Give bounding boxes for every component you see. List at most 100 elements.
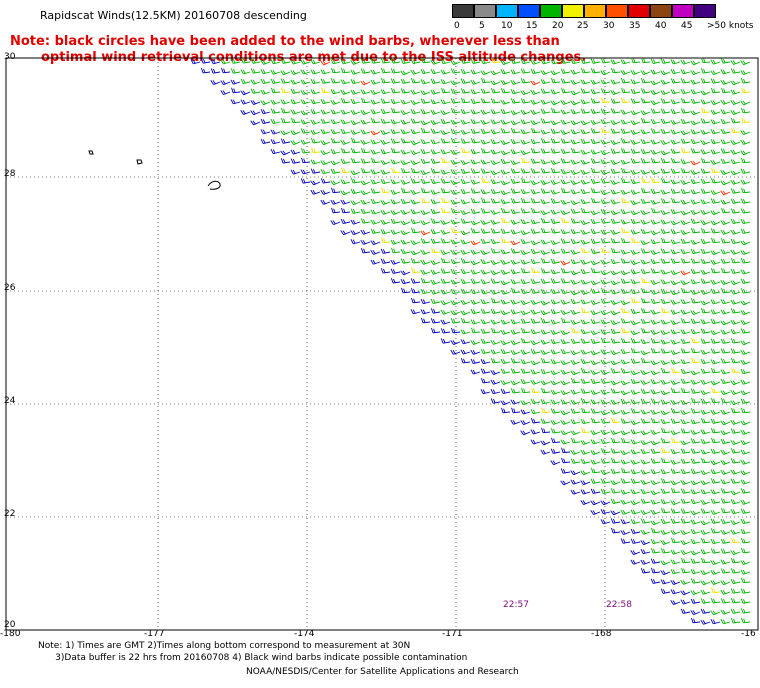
wind-barb [630, 459, 641, 465]
wind-barb [570, 270, 581, 276]
wind-barb [500, 280, 511, 286]
wind-barb [520, 139, 531, 145]
wind-barb [620, 509, 631, 515]
wind-barb [420, 120, 431, 126]
wind-barb [630, 489, 641, 495]
wind-barb [500, 388, 511, 394]
wind-barb [620, 409, 631, 415]
wind-barb [660, 98, 671, 104]
wind-barb [520, 349, 531, 355]
wind-barb [350, 69, 361, 75]
wind-barb [500, 259, 511, 265]
wind-barb [620, 148, 631, 154]
wind-barb [710, 279, 721, 285]
wind-barb [511, 407, 521, 414]
wind-barb [380, 139, 391, 145]
wind-barb [580, 79, 591, 85]
wind-barb [680, 579, 691, 585]
wind-barb [671, 537, 681, 544]
wind-barb [280, 130, 291, 136]
wind-barb [710, 288, 721, 294]
wind-barb [720, 449, 731, 455]
wind-barb [540, 138, 551, 144]
wind-barb [590, 98, 601, 104]
wind-barb [651, 567, 661, 574]
wind-barb [711, 587, 721, 594]
wind-barb [630, 518, 641, 525]
wind-barb [630, 559, 641, 565]
wind-barb [650, 139, 661, 145]
wind-barb [720, 169, 731, 175]
wind-barb [630, 528, 641, 534]
wind-barb [430, 59, 441, 65]
wind-barb [490, 388, 501, 395]
wind-barb [360, 229, 371, 235]
wind-barb [550, 408, 561, 414]
wind-barb [391, 107, 401, 114]
wind-barb [430, 308, 441, 314]
wind-barb [420, 158, 431, 164]
wind-barb [730, 588, 741, 594]
wind-barb [650, 239, 661, 245]
wind-barb [650, 480, 661, 486]
wind-barb [740, 228, 751, 234]
wind-barb [250, 100, 261, 105]
wind-barb [660, 348, 671, 354]
wind-barb [421, 57, 431, 64]
wind-barb [620, 348, 631, 355]
wind-barb [380, 209, 391, 215]
wind-barb [730, 550, 741, 556]
wind-barb [510, 178, 521, 184]
wind-barb [610, 480, 621, 486]
wind-barb [650, 69, 661, 75]
wind-barb [520, 310, 531, 316]
wind-barb [340, 59, 351, 65]
wind-barb [480, 388, 491, 395]
wind-barb [610, 159, 621, 165]
wind-barb [680, 590, 691, 596]
wind-barb [610, 388, 621, 394]
wind-barb [390, 128, 401, 135]
wind-barb [450, 80, 461, 86]
wind-barb [510, 279, 521, 285]
wind-barb [640, 169, 651, 175]
wind-barb [710, 538, 721, 545]
wind-barb [720, 320, 731, 326]
wind-barb [530, 240, 541, 246]
wind-barb [730, 308, 741, 314]
wind-barb [550, 329, 561, 335]
wind-barb [740, 179, 751, 185]
wind-barb [720, 338, 731, 344]
wind-barb [730, 289, 741, 295]
wind-barb [600, 469, 611, 475]
wind-barb [240, 109, 251, 115]
lon-label: -180 [0, 629, 21, 639]
wind-barb [510, 368, 521, 374]
wind-barb [620, 318, 631, 324]
wind-barb [520, 318, 531, 324]
wind-barb [320, 118, 331, 124]
wind-barb [620, 288, 631, 294]
wind-barb [480, 159, 491, 165]
wind-barb [270, 69, 281, 75]
wind-barb [690, 489, 701, 495]
wind-barb [640, 540, 651, 546]
wind-barb [670, 249, 681, 255]
wind-barb [580, 88, 591, 94]
wind-barb [600, 139, 611, 145]
wind-barb [700, 449, 711, 455]
colorbar-label: 0 [454, 21, 460, 31]
wind-barb [630, 79, 641, 85]
wind-barb [630, 338, 641, 344]
wind-barb [230, 68, 241, 74]
wind-barb [560, 288, 571, 295]
wind-barb [720, 329, 731, 335]
wind-barb [590, 89, 601, 95]
wind-barb [450, 207, 461, 214]
wind-barb [340, 190, 351, 196]
wind-barb [681, 287, 691, 294]
wind-barb [350, 239, 361, 245]
wind-barb [490, 278, 501, 284]
wind-barb [720, 390, 731, 396]
wind-barb [460, 358, 471, 364]
